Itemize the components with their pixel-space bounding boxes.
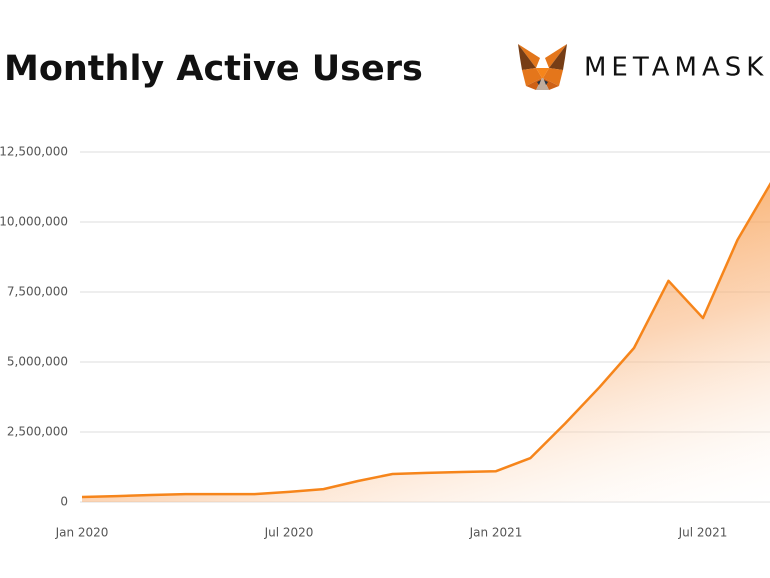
y-tick-label: 12,500,000 — [0, 145, 68, 159]
x-tick-label: Jan 2021 — [469, 526, 523, 540]
y-tick-label: 10,000,000 — [0, 215, 68, 229]
y-tick-label: 5,000,000 — [7, 355, 68, 369]
x-tick-label: Jan 2020 — [55, 526, 109, 540]
brand-name: METAMASK — [584, 53, 768, 83]
y-tick-label: 2,500,000 — [7, 425, 68, 439]
chart-title: Monthly Active Users — [4, 49, 423, 89]
x-tick-label: Jul 2020 — [264, 526, 314, 540]
x-tick-label: Jul 2021 — [678, 526, 728, 540]
area-line — [81, 182, 770, 499]
area-fill — [82, 184, 770, 502]
fox-logo — [518, 44, 567, 90]
y-tick-label: 7,500,000 — [7, 285, 68, 299]
y-tick-label: 0 — [60, 495, 68, 509]
